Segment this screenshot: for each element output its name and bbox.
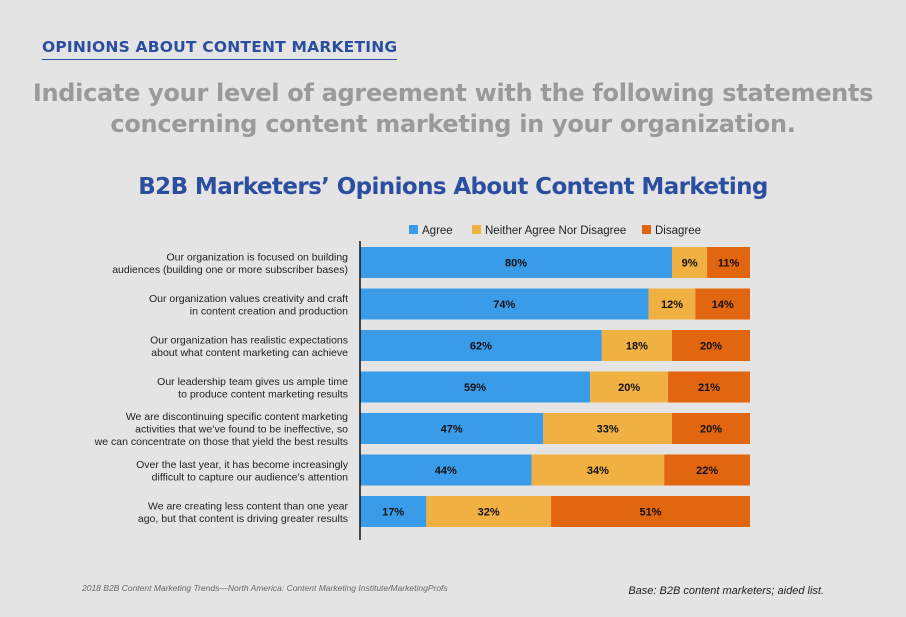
bar-7-1 bbox=[360, 496, 427, 527]
value-label-7-2: 32% bbox=[478, 507, 500, 519]
value-label-3-1: 62% bbox=[470, 341, 492, 353]
legend-label-1: Agree bbox=[422, 225, 453, 237]
value-label-1-3: 11% bbox=[718, 258, 740, 270]
bar-1-3 bbox=[707, 247, 750, 278]
legend-label-2: Neither Agree Nor Disagree bbox=[485, 225, 626, 237]
value-label-4-2: 20% bbox=[618, 382, 640, 394]
bar-2-2 bbox=[648, 288, 696, 320]
subtitle: Indicate your level of agreement with th… bbox=[0, 78, 906, 140]
category-label-7-2: ago, but that content is driving greater… bbox=[138, 513, 348, 525]
bar-5-1 bbox=[360, 413, 544, 444]
category-label-4-1: Our leadership team gives us ample time bbox=[157, 376, 348, 388]
value-label-6-2: 34% bbox=[587, 465, 609, 477]
bar-6-2 bbox=[531, 454, 665, 486]
value-label-4-1: 59% bbox=[464, 382, 486, 394]
bar-3-2 bbox=[601, 330, 672, 361]
value-label-4-3: 21% bbox=[698, 382, 720, 394]
base-note: Base: B2B content marketers; aided list. bbox=[628, 585, 824, 597]
bar-5-3 bbox=[672, 413, 750, 444]
bar-3-3 bbox=[672, 330, 750, 361]
bar-2-1 bbox=[360, 288, 649, 320]
bar-4-1 bbox=[360, 371, 591, 403]
category-label-2-2: in content creation and production bbox=[190, 305, 348, 317]
category-label-4-2: to produce content marketing results bbox=[178, 388, 348, 400]
legend-swatch-2 bbox=[472, 225, 481, 234]
category-label-2-1: Our organization values creativity and c… bbox=[149, 293, 348, 305]
category-label-5-3: we can concentrate on those that yield t… bbox=[94, 436, 348, 448]
category-label-5-2: activities that we’ve found to be ineffe… bbox=[135, 424, 348, 436]
source-note: 2018 B2B Content Marketing Trends—North … bbox=[82, 583, 448, 593]
value-label-2-1: 74% bbox=[493, 299, 515, 311]
category-label-1-1: Our organization is focused on building bbox=[166, 251, 348, 263]
bar-4-3 bbox=[668, 371, 750, 403]
subtitle-line-1: Indicate your level of agreement with th… bbox=[32, 79, 874, 107]
chart-title: B2B Marketers’ Opinions About Content Ma… bbox=[138, 174, 768, 200]
legend-label-3: Disagree bbox=[655, 225, 701, 237]
section-title: OPINIONS ABOUT CONTENT MARKETING bbox=[42, 38, 398, 60]
legend-swatch-1 bbox=[409, 225, 418, 234]
value-label-6-3: 22% bbox=[696, 465, 718, 477]
subtitle-line-2: concerning content marketing in your org… bbox=[110, 110, 796, 138]
category-label-3-1: Our organization has realistic expectati… bbox=[150, 334, 348, 346]
value-label-3-2: 18% bbox=[626, 341, 648, 353]
bar-6-1 bbox=[360, 454, 532, 486]
value-label-7-3: 51% bbox=[640, 507, 662, 519]
value-label-3-3: 20% bbox=[700, 341, 722, 353]
category-label-1-2: audiences (building one or more subscrib… bbox=[112, 264, 348, 276]
value-label-7-1: 17% bbox=[382, 507, 404, 519]
legend-swatch-3 bbox=[642, 225, 651, 234]
category-label-6-1: Over the last year, it has become increa… bbox=[136, 459, 349, 471]
bar-1-2 bbox=[672, 247, 708, 278]
value-label-5-2: 33% bbox=[597, 424, 619, 436]
bar-3-1 bbox=[360, 330, 602, 361]
value-label-6-1: 44% bbox=[435, 465, 457, 477]
category-label-5-1: We are discontinuing specific content ma… bbox=[126, 411, 348, 423]
value-label-5-1: 47% bbox=[441, 424, 463, 436]
bar-1-1 bbox=[360, 247, 672, 278]
bar-6-3 bbox=[664, 454, 750, 486]
category-label-3-2: about what content marketing can achieve bbox=[151, 347, 348, 359]
value-label-2-3: 14% bbox=[712, 299, 734, 311]
value-label-1-1: 80% bbox=[505, 258, 527, 270]
value-label-1-2: 9% bbox=[682, 258, 698, 270]
bar-7-3 bbox=[551, 496, 750, 527]
category-label-6-2: difficult to capture our audience’s atte… bbox=[152, 471, 348, 483]
bar-7-2 bbox=[426, 496, 552, 527]
category-label-7-1: We are creating less content than one ye… bbox=[148, 500, 349, 512]
bar-4-2 bbox=[590, 371, 669, 403]
value-label-2-2: 12% bbox=[661, 299, 683, 311]
value-label-5-3: 20% bbox=[700, 424, 722, 436]
bar-5-2 bbox=[543, 413, 672, 444]
bar-2-3 bbox=[695, 288, 750, 320]
